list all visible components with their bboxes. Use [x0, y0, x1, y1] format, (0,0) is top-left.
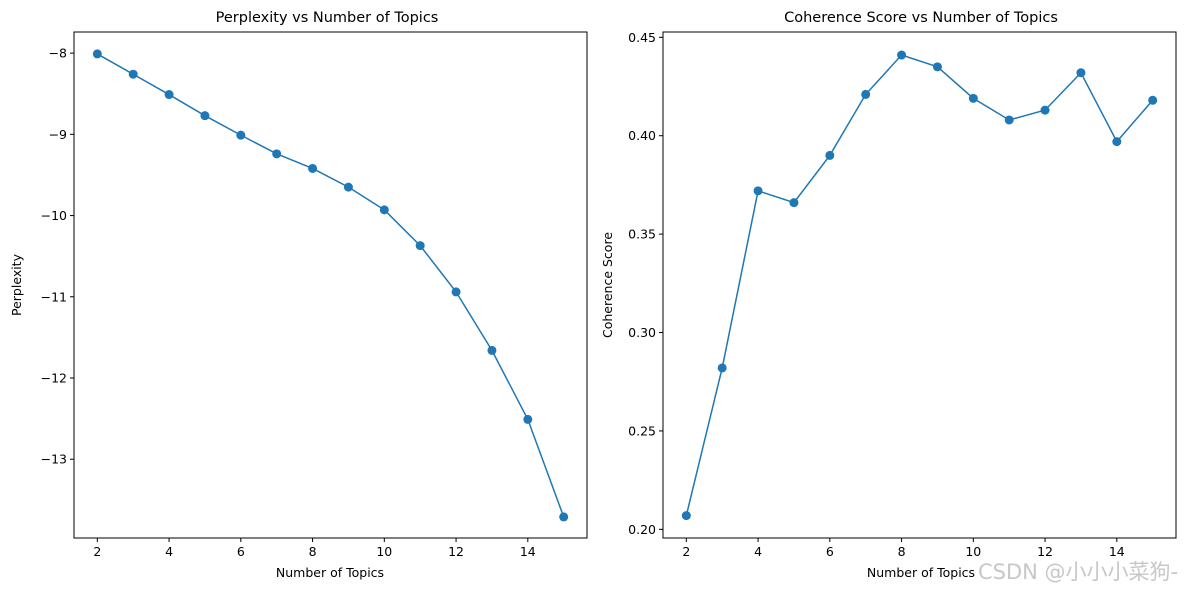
coherence-data-point	[968, 93, 978, 103]
coherence-x-tick-label: 4	[754, 544, 762, 559]
coherence-axes-frame	[662, 31, 1177, 539]
coherence-data-point	[717, 363, 727, 373]
coherence-x-tick-label: 12	[1037, 544, 1053, 559]
perplexity-y-tick-label: −8	[49, 46, 67, 61]
perplexity-data-point	[343, 182, 353, 192]
coherence-data-point	[1076, 68, 1086, 78]
perplexity-markers	[92, 49, 569, 522]
perplexity-data-point	[523, 414, 533, 424]
perplexity-data-point	[92, 49, 102, 59]
coherence-x-tick-label: 6	[826, 544, 834, 559]
perplexity-chart-title: Perplexity vs Number of Topics	[216, 10, 439, 26]
coherence-y-tick-label: 0.40	[628, 128, 656, 143]
perplexity-x-tick-label: 10	[376, 544, 392, 559]
perplexity-y-tick-label: −10	[41, 208, 67, 223]
perplexity-data-point	[164, 90, 174, 100]
coherence-x-tick-label: 14	[1109, 544, 1125, 559]
coherence-data-point	[1112, 137, 1122, 147]
coherence-data-point	[932, 62, 942, 72]
coherence-y-axis-label: Coherence Score	[600, 232, 615, 338]
coherence-data-point	[861, 89, 871, 99]
coherence-data-point	[1004, 115, 1014, 125]
coherence-y-tick-label: 0.20	[628, 522, 656, 537]
perplexity-x-tick-label: 8	[309, 544, 317, 559]
perplexity-x-ticks: 2 4 6 8 10 12 14	[93, 538, 536, 559]
coherence-markers	[681, 50, 1158, 521]
perplexity-data-point	[200, 111, 210, 121]
coherence-data-point	[681, 511, 691, 521]
coherence-plot: Coherence Score vs Number of Topics 2 4 6 8…	[600, 10, 1177, 580]
perplexity-y-tick-label: −11	[41, 289, 67, 304]
coherence-chart-title: Coherence Score vs Number of Topics	[784, 10, 1058, 26]
perplexity-y-ticks: −8 −9 −10 −11 −12 −13	[41, 46, 74, 467]
coherence-y-tick-label: 0.30	[628, 325, 656, 340]
coherence-x-tick-label: 8	[898, 544, 906, 559]
perplexity-x-tick-label: 4	[165, 544, 173, 559]
coherence-y-tick-label: 0.25	[628, 423, 656, 438]
coherence-y-ticks: 0.20 0.25 0.30 0.35 0.40 0.45	[628, 30, 663, 537]
coherence-data-point	[1040, 105, 1050, 115]
coherence-data-point	[789, 198, 799, 208]
perplexity-y-tick-label: −12	[41, 370, 67, 385]
perplexity-data-point	[487, 345, 497, 355]
perplexity-series-line	[96, 53, 565, 518]
perplexity-y-tick-label: −13	[41, 452, 67, 467]
coherence-data-point	[753, 186, 763, 196]
perplexity-data-point	[451, 287, 461, 297]
perplexity-data-point	[272, 149, 282, 159]
perplexity-data-point	[379, 205, 389, 215]
perplexity-data-point	[236, 130, 246, 140]
coherence-x-tick-label: 10	[965, 544, 981, 559]
perplexity-data-point	[308, 163, 318, 173]
perplexity-plot: Perplexity vs Number of Topics 2 4 6 8 10 12 1…	[9, 10, 588, 580]
coherence-x-axis-label: Number of Topics	[867, 565, 975, 580]
perplexity-x-tick-label: 12	[448, 544, 464, 559]
perplexity-data-point	[559, 512, 569, 522]
perplexity-x-axis-label: Number of Topics	[276, 565, 384, 580]
perplexity-y-tick-label: −9	[49, 127, 67, 142]
coherence-data-point	[825, 150, 835, 160]
coherence-data-point	[1148, 95, 1158, 105]
coherence-data-point	[897, 50, 907, 60]
coherence-x-ticks: 2 4 6 8 10 12 14	[682, 538, 1125, 559]
perplexity-x-tick-label: 14	[520, 544, 536, 559]
coherence-x-tick-label: 2	[682, 544, 690, 559]
perplexity-data-point	[128, 69, 138, 79]
perplexity-axes-frame	[73, 31, 588, 539]
coherence-y-tick-label: 0.35	[628, 227, 656, 242]
perplexity-data-point	[415, 241, 425, 251]
perplexity-x-tick-label: 2	[93, 544, 101, 559]
coherence-y-tick-label: 0.45	[628, 30, 656, 45]
perplexity-y-axis-label: Perplexity	[9, 253, 24, 316]
perplexity-x-tick-label: 6	[237, 544, 245, 559]
coherence-series-line	[685, 54, 1154, 516]
